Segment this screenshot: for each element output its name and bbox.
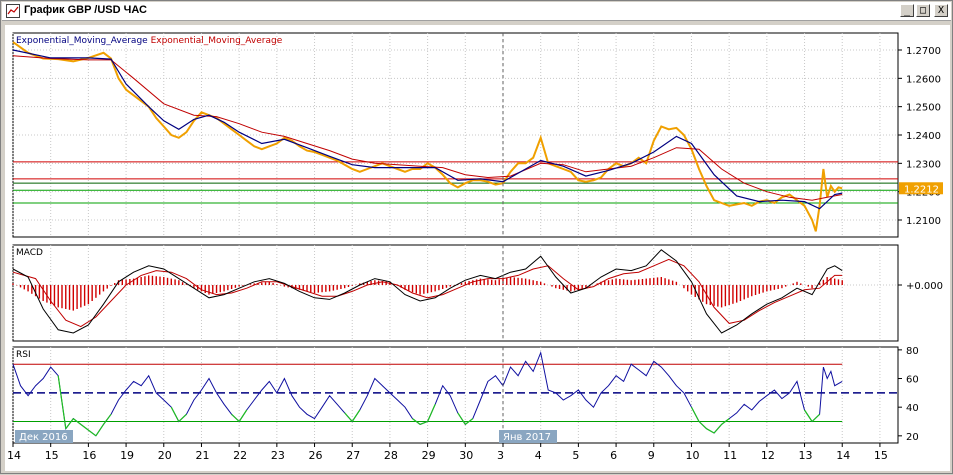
- rsi-oversold-segment: [170, 406, 180, 422]
- price-y-tick-label: 1.2700: [906, 46, 941, 57]
- x-axis-label: 5: [572, 449, 579, 462]
- x-axis-label: 13: [799, 449, 813, 462]
- price-y-tick-label: 1.2100: [906, 216, 941, 227]
- macd-panel-frame: [12, 244, 899, 342]
- rsi-y-tick-label: 20: [906, 432, 919, 443]
- rsi-panel-frame: [12, 346, 899, 444]
- title-bar: График GBP /USD ЧАС _ □ X: [2, 2, 951, 21]
- rsi-oversold-segment: [88, 429, 97, 437]
- x-axis-label: 26: [309, 449, 323, 462]
- rsi-y-tick-label: 80: [906, 346, 919, 357]
- ema-fast-line: [12, 49, 843, 210]
- x-axis-label: 14: [836, 449, 850, 462]
- x-axis-label: 30: [459, 449, 473, 462]
- x-axis-label: 23: [271, 449, 285, 462]
- month-marker-badge: [499, 430, 557, 443]
- rsi-oversold-segment: [178, 413, 187, 422]
- rsi-oversold-segment: [419, 420, 428, 425]
- ema-slow-line: [12, 55, 843, 201]
- current-price-badge: [899, 182, 943, 195]
- rsi-oversold-segment: [351, 409, 361, 422]
- rsi-oversold-segment: [412, 418, 421, 425]
- month-marker-badge: [15, 430, 73, 443]
- x-axis-label: 3: [497, 449, 504, 462]
- price-legend: Exponential_Moving_Average Exponential_M…: [16, 36, 283, 46]
- rsi-oversold-segment: [80, 423, 89, 431]
- maximize-button[interactable]: □: [916, 4, 930, 17]
- window-title: График GBP /USD ЧАС: [24, 4, 147, 16]
- price-y-tick-label: 1.2300: [906, 159, 941, 170]
- rsi-title: RSI: [16, 350, 31, 360]
- rsi-oversold-segment: [464, 418, 474, 425]
- x-axis-label: 9: [648, 449, 655, 462]
- rsi-oversold-segment: [803, 409, 813, 422]
- x-axis-label: 6: [610, 449, 617, 462]
- x-axis-label: 15: [45, 449, 59, 462]
- rsi-oversold-segment: [103, 413, 112, 425]
- macd-signal-line: [12, 258, 843, 328]
- x-axis-label: 10: [685, 449, 699, 462]
- month-marker-label: Янв 2017: [503, 432, 551, 443]
- x-axis-label: 15: [874, 449, 888, 462]
- macd-zero-label: +0.000: [906, 281, 943, 292]
- rsi-oversold-segment: [231, 413, 240, 422]
- rsi-oversold-segment: [457, 412, 466, 425]
- rsi-oversold-segment: [238, 409, 248, 422]
- rsi-oversold-segment: [706, 428, 715, 434]
- rsi-oversold-segment: [698, 421, 707, 430]
- month-marker-label: Дек 2016: [19, 432, 68, 443]
- chart-app-icon: [6, 4, 20, 18]
- close-button[interactable]: X: [934, 4, 948, 17]
- x-axis-label: 27: [346, 449, 360, 462]
- x-axis-label: 28: [384, 449, 398, 462]
- x-axis-label: 14: [7, 449, 21, 462]
- x-axis-label: 20: [158, 449, 172, 462]
- x-axis-label: 4: [535, 449, 542, 462]
- price-series-line: [12, 41, 843, 232]
- rsi-oversold-segment: [65, 418, 74, 430]
- x-axis-label: 19: [120, 449, 134, 462]
- rsi-oversold-segment: [721, 418, 730, 425]
- price-y-tick-label: 1.2400: [906, 131, 941, 142]
- rsi-oversold-segment: [811, 413, 821, 422]
- x-axis-label: 21: [195, 449, 209, 462]
- rsi-y-tick-label: 60: [906, 375, 919, 386]
- legend-entry: Exponential_Moving_Average: [16, 36, 151, 46]
- rsi-oversold-segment: [95, 424, 104, 437]
- rsi-oversold-segment: [57, 375, 67, 429]
- x-axis-label: 16: [82, 449, 96, 462]
- rsi-oversold-segment: [690, 406, 700, 422]
- minimize-button[interactable]: _: [900, 4, 914, 17]
- current-price-label: 1.2212: [904, 184, 939, 195]
- x-axis-label: 12: [761, 449, 775, 462]
- chart-svg[interactable]: 1.27001.26001.25001.24001.23001.22001.21…: [5, 25, 950, 471]
- price-y-tick-label: 1.2500: [906, 103, 941, 114]
- x-axis-label: 29: [422, 449, 436, 462]
- macd-main-line: [12, 249, 843, 334]
- x-axis-label: 22: [233, 449, 247, 462]
- rsi-oversold-segment: [344, 412, 353, 422]
- rsi-oversold-segment: [72, 418, 82, 425]
- rsi-y-tick-label: 40: [906, 403, 919, 414]
- rsi-oversold-segment: [427, 404, 436, 422]
- macd-title: MACD: [16, 248, 43, 258]
- rsi-oversold-segment: [713, 424, 723, 434]
- chart-area: 1.27001.26001.25001.24001.23001.22001.21…: [5, 25, 950, 471]
- price-y-tick-label: 1.2600: [906, 74, 941, 85]
- x-axis-label: 11: [723, 449, 737, 462]
- legend-entry: Exponential_Moving_Average: [151, 36, 283, 46]
